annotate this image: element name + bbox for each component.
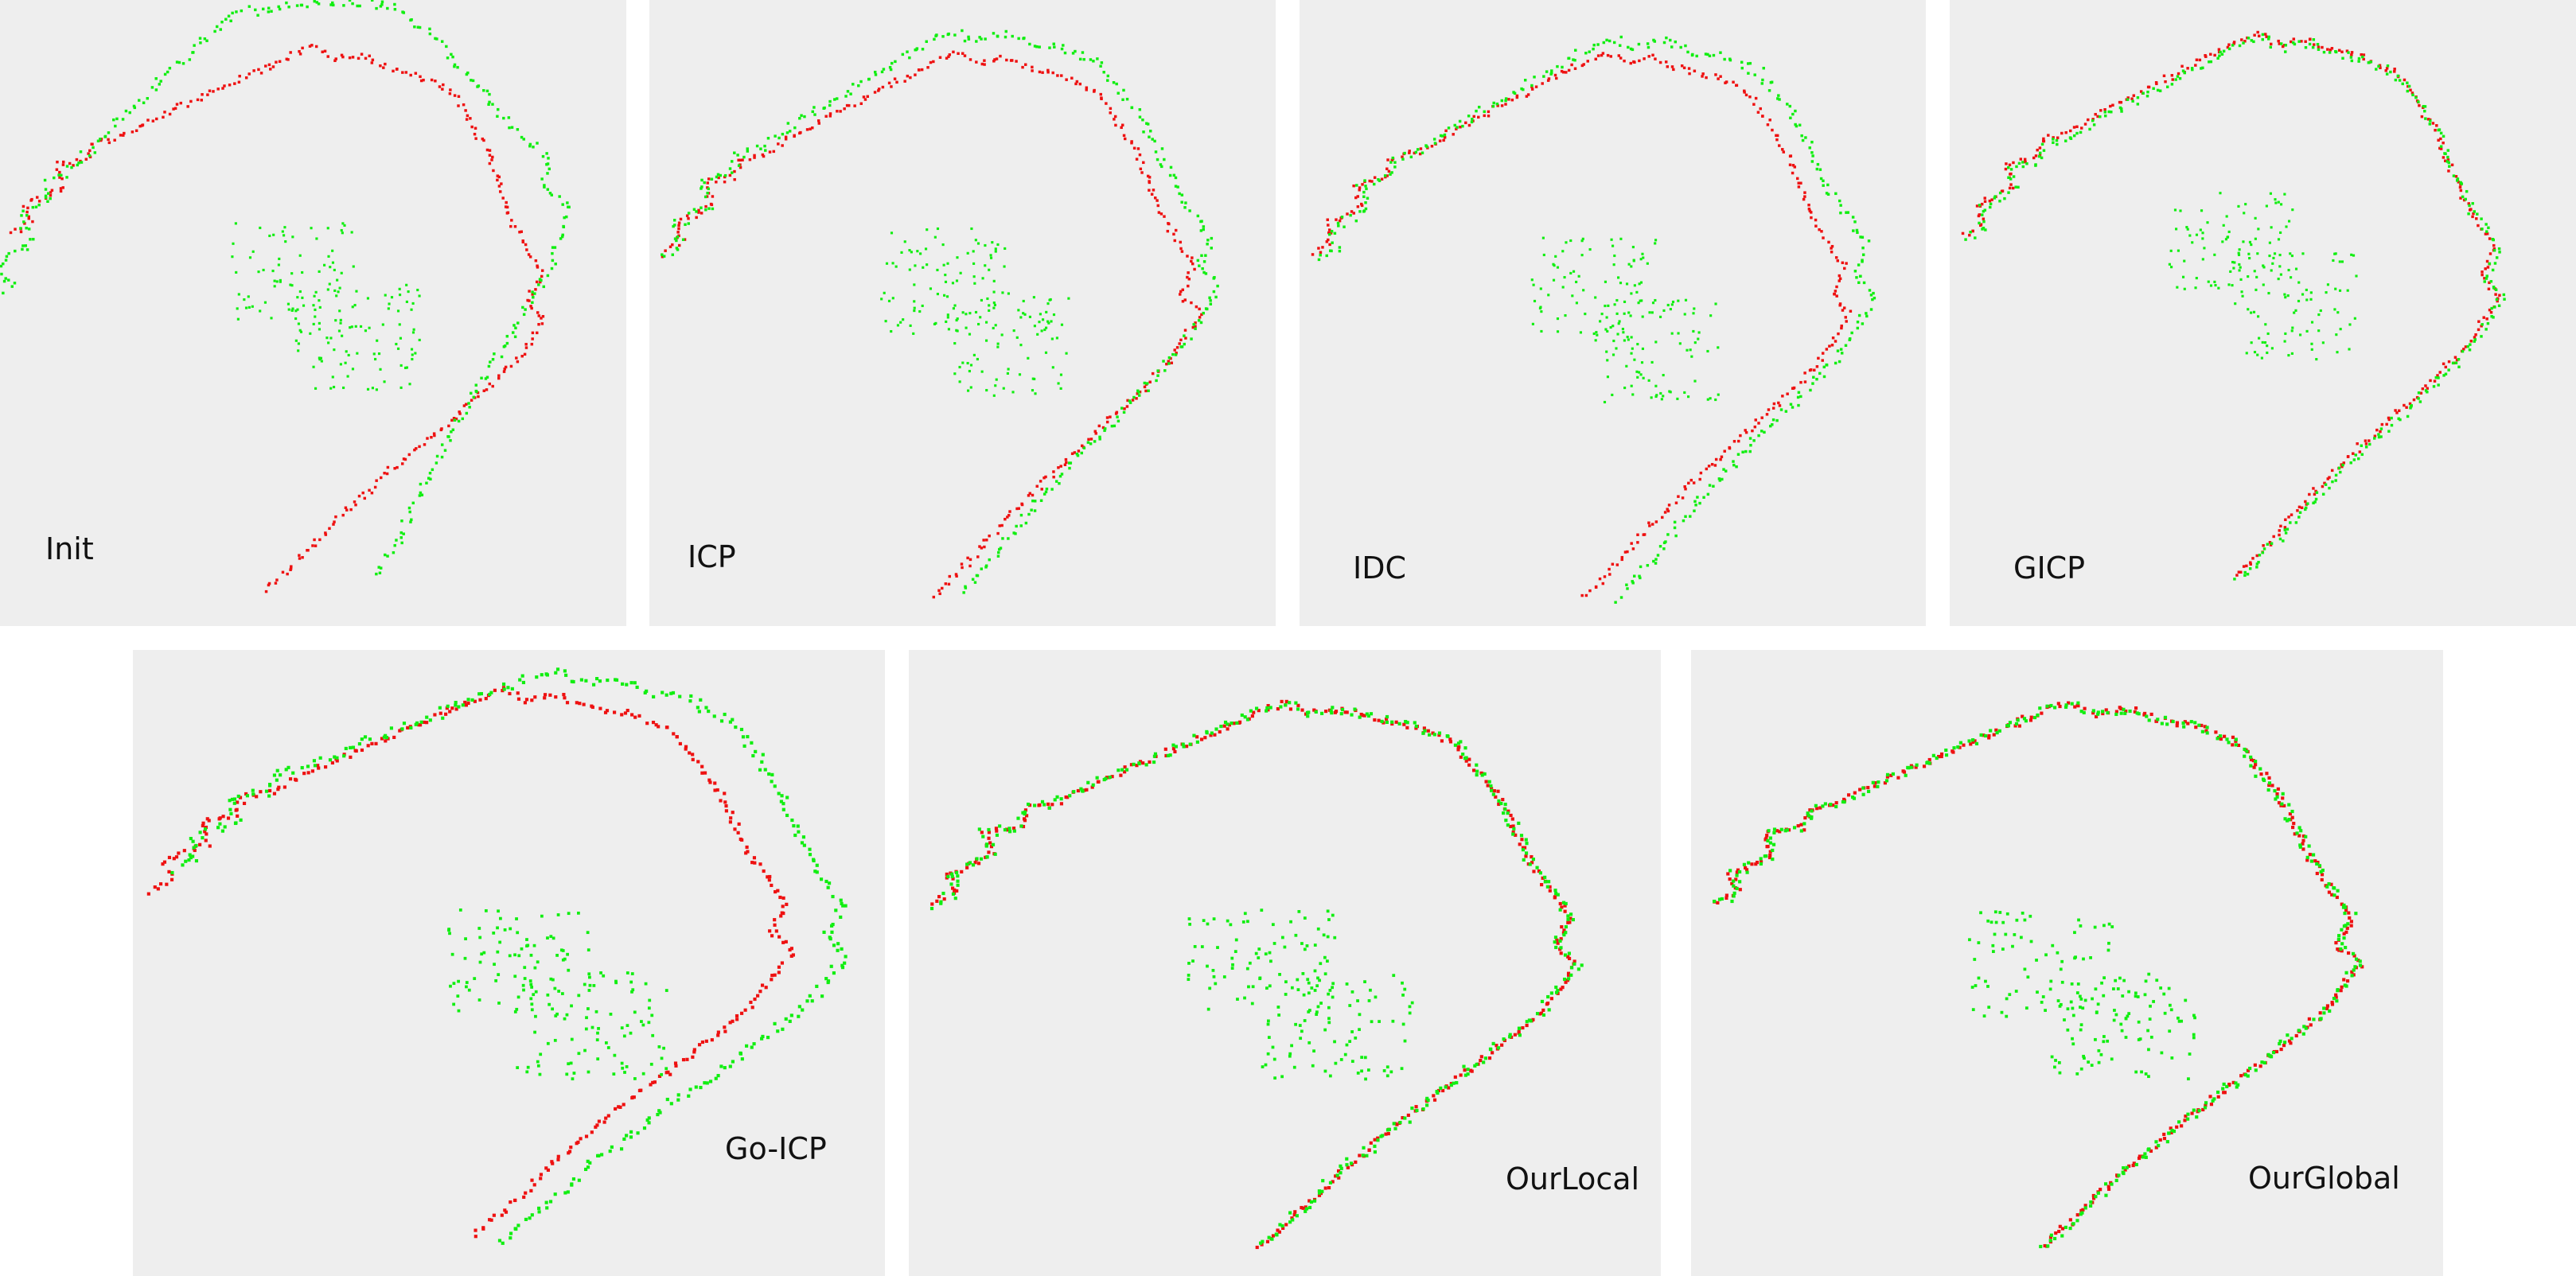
point-cloud-icp (661, 29, 1219, 599)
panel-label-gicp: GICP (2013, 550, 2086, 585)
point-cloud-gicp (1961, 30, 2506, 581)
panel-ourlocal: OurLocal (909, 650, 1661, 1276)
panel-icp: ICP (649, 0, 1276, 626)
panel-init: Init (0, 0, 626, 626)
panel-gicp: GICP (1950, 0, 2576, 626)
panel-ourglobal: OurGlobal (1691, 650, 2443, 1276)
panel-label-init: Init (45, 531, 94, 566)
panel-label-go-icp: Go-ICP (725, 1131, 827, 1166)
panel-label-icp: ICP (688, 539, 736, 574)
panel-label-ourlocal: OurLocal (1506, 1161, 1640, 1196)
point-cloud-ourglobal (1713, 701, 2364, 1249)
panel-label-idc: IDC (1353, 550, 1407, 585)
panel-go-icp: Go-ICP (133, 650, 885, 1276)
panel-idc: IDC (1300, 0, 1926, 626)
point-cloud-ourlocal (929, 699, 1584, 1250)
point-cloud-go-icp (146, 667, 848, 1245)
point-cloud-init (0, 0, 571, 593)
panel-label-ourglobal: OurGlobal (2248, 1161, 2400, 1196)
point-cloud-idc (1311, 35, 1876, 604)
